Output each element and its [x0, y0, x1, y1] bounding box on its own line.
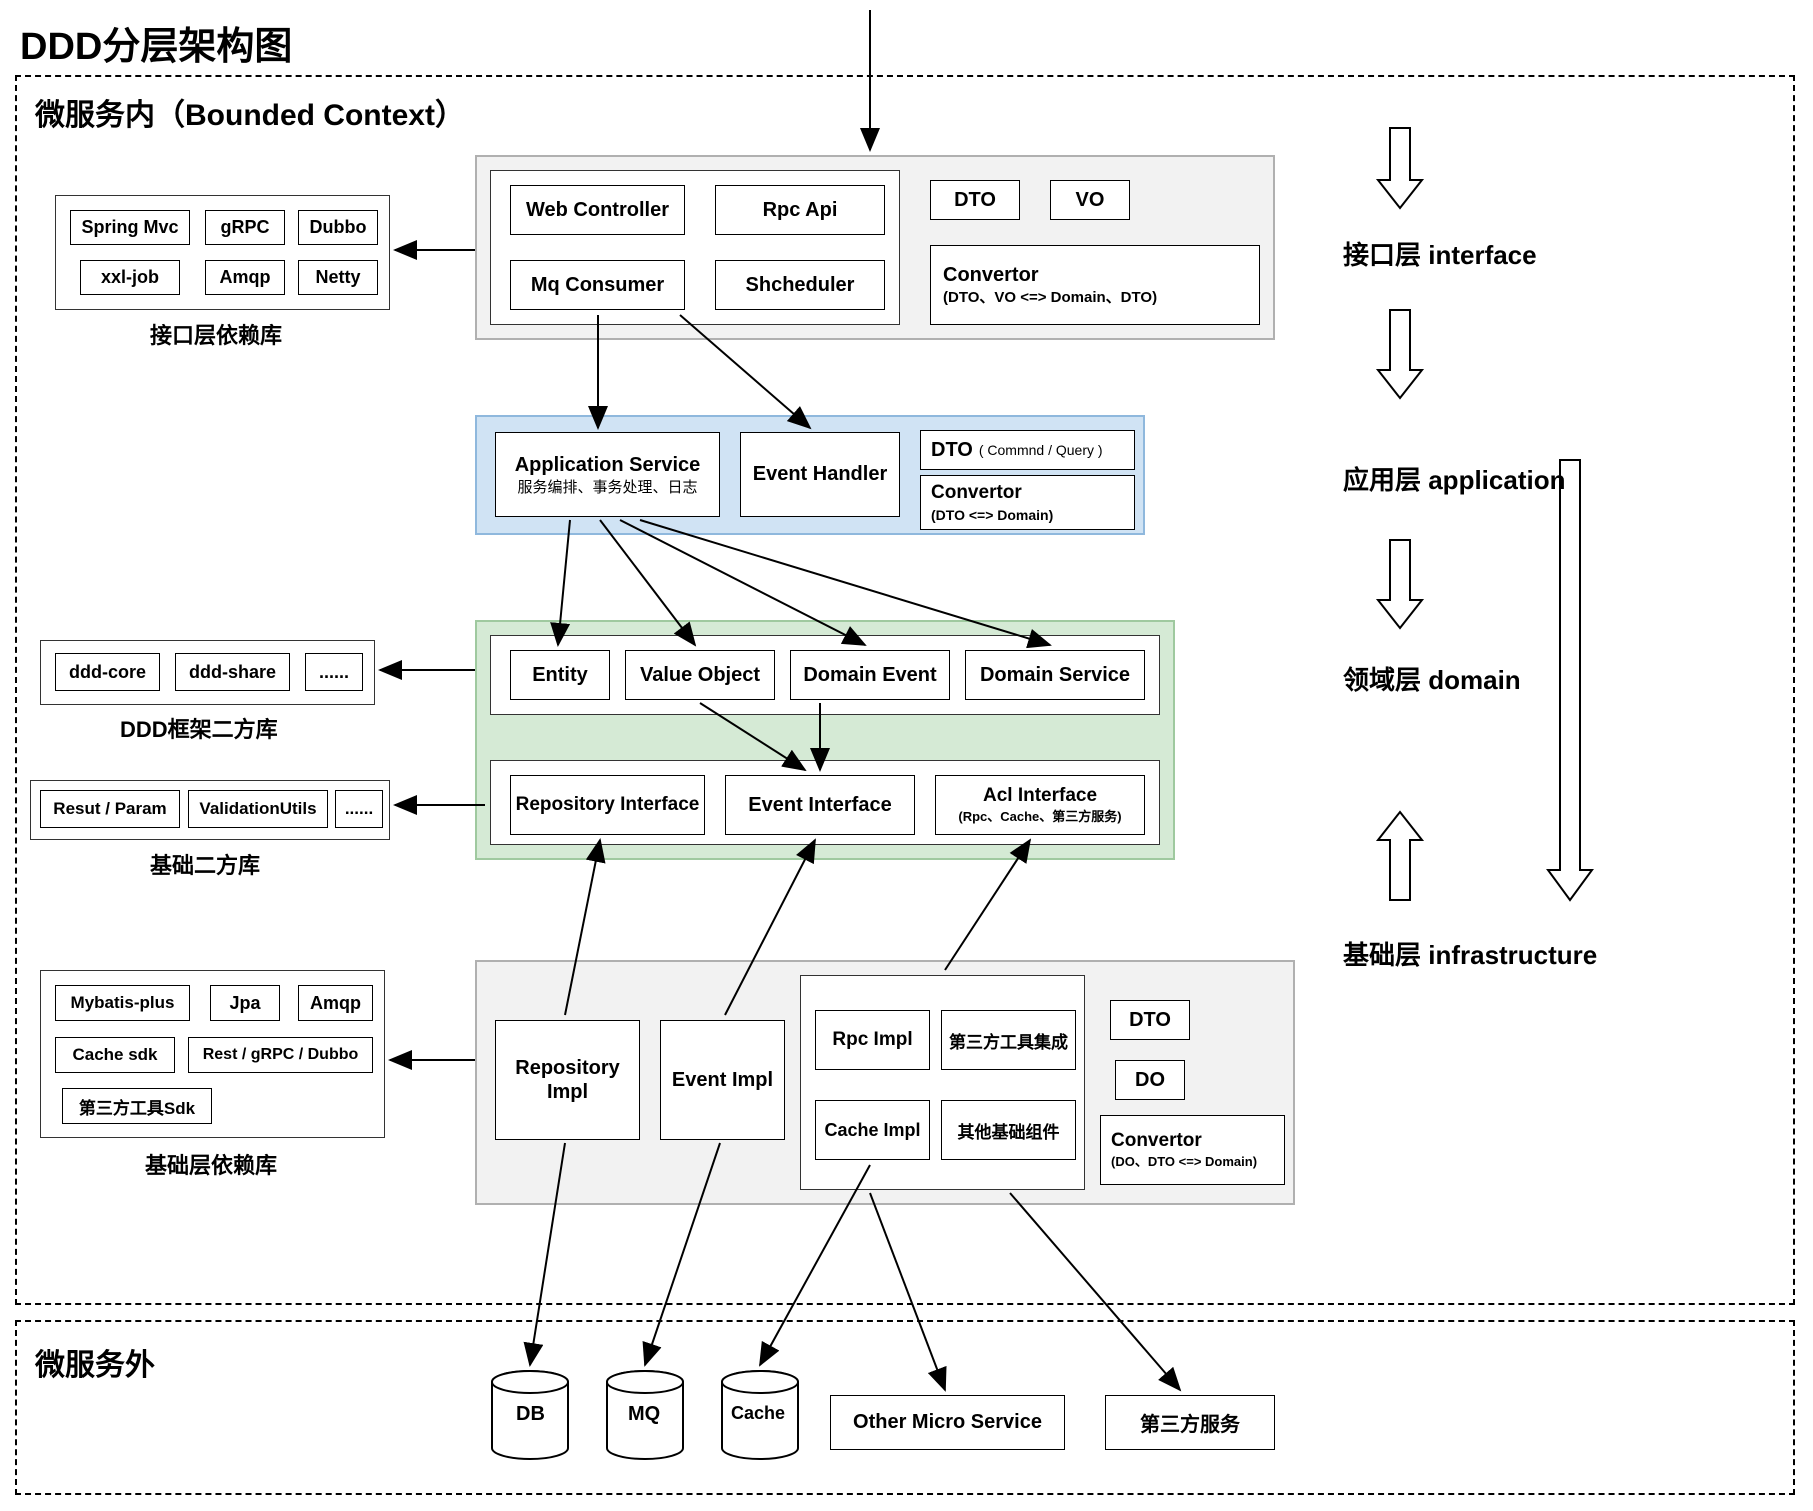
- infra-convertor-box: Convertor (DO、DTO <=> Domain): [1100, 1115, 1285, 1185]
- repo-interface-label: Repository Interface: [516, 794, 700, 816]
- main-title: DDD分层架构图: [20, 15, 292, 70]
- infra-dto-box: DTO: [1110, 1000, 1190, 1040]
- jpa-box: Jpa: [210, 985, 280, 1021]
- db-label: DB: [516, 1403, 545, 1426]
- ddd-framework-label: DDD框架二方库: [120, 712, 278, 744]
- infra-lib-label: 基础层依赖库: [145, 1148, 277, 1180]
- repo-impl-label: Repository Impl: [500, 1056, 635, 1104]
- app-convertor-sub: (DTO <=> Domain): [931, 506, 1053, 524]
- ddd-more-box: ......: [305, 653, 363, 691]
- mq-consumer-box: Mq Consumer: [510, 260, 685, 310]
- dubbo-box: Dubbo: [298, 210, 378, 245]
- repository-impl-box: Repository Impl: [495, 1020, 640, 1140]
- acl-interface-box: Acl Interface (Rpc、Cache、第三方服务): [935, 775, 1145, 835]
- ddd-share-box: ddd-share: [175, 653, 290, 691]
- third-party-box: 第三方服务: [1105, 1395, 1275, 1450]
- repository-interface-box: Repository Interface: [510, 775, 705, 835]
- amqp-box: Amqp: [205, 260, 285, 295]
- ddd-core-box: ddd-core: [55, 653, 160, 691]
- acl-interface-label: Acl Interface: [983, 784, 1097, 809]
- interface-convertor-box: Convertor (DTO、VO <=> Domain、DTO): [930, 245, 1260, 325]
- interface-dto-box: DTO: [930, 180, 1020, 220]
- entity-box: Entity: [510, 650, 610, 700]
- cache-impl-box: Cache Impl: [815, 1100, 930, 1160]
- base-more-box: ......: [335, 790, 383, 828]
- result-param-box: Resut / Param: [40, 790, 180, 828]
- interface-convertor-label: Convertor: [943, 262, 1039, 288]
- base-lib-label: 基础二方库: [150, 848, 260, 880]
- infra-do-box: DO: [1115, 1060, 1185, 1100]
- mybatis-plus-box: Mybatis-plus: [55, 985, 190, 1021]
- grpc-box: gRPC: [205, 210, 285, 245]
- infrastructure-layer-label: 基础层 infrastructure: [1343, 935, 1597, 972]
- infra-convertor-sub: (DO、DTO <=> Domain): [1111, 1154, 1257, 1171]
- web-controller-box: Web Controller: [510, 185, 685, 235]
- rpc-impl-box: Rpc Impl: [815, 1010, 930, 1070]
- app-service-box: Application Service 服务编排、事务处理、日志: [495, 432, 720, 517]
- interface-lib-label: 接口层依赖库: [150, 318, 282, 350]
- third-party-integration-box: 第三方工具集成: [941, 1010, 1076, 1070]
- app-dto-box: DTO ( Commnd / Query ): [920, 430, 1135, 470]
- rpc-api-box: Rpc Api: [715, 185, 885, 235]
- event-interface-box: Event Interface: [725, 775, 915, 835]
- interface-vo-box: VO: [1050, 180, 1130, 220]
- rest-grpc-dubbo-box: Rest / gRPC / Dubbo: [188, 1037, 373, 1073]
- netty-box: Netty: [298, 260, 378, 295]
- mq-label: MQ: [628, 1403, 660, 1426]
- event-handler-box: Event Handler: [740, 432, 900, 517]
- app-dto-sub: ( Commnd / Query ): [979, 442, 1103, 458]
- app-service-sub: 服务编排、事务处理、日志: [517, 478, 697, 498]
- xxljob-box: xxl-job: [80, 260, 180, 295]
- domain-service-box: Domain Service: [965, 650, 1145, 700]
- event-impl-box: Event Impl: [660, 1020, 785, 1140]
- app-dto-label: DTO: [931, 439, 973, 462]
- spring-mvc-box: Spring Mvc: [70, 210, 190, 245]
- application-layer-label: 应用层 application: [1343, 460, 1565, 497]
- third-party-sdk-box: 第三方工具Sdk: [62, 1088, 212, 1124]
- validation-utils-box: ValidationUtils: [188, 790, 328, 828]
- other-micro-box: Other Micro Service: [830, 1395, 1065, 1450]
- scheduler-box: Shcheduler: [715, 260, 885, 310]
- domain-event-box: Domain Event: [790, 650, 950, 700]
- cache-label: Cache: [731, 1403, 785, 1424]
- section-outside-label: 微服务外: [35, 1340, 155, 1384]
- infra-amqp-box: Amqp: [298, 985, 373, 1021]
- app-service-label: Application Service: [515, 452, 701, 478]
- value-object-box: Value Object: [625, 650, 775, 700]
- other-components-box: 其他基础组件: [941, 1100, 1076, 1160]
- interface-layer-label: 接口层 interface: [1343, 235, 1537, 272]
- acl-interface-sub: (Rpc、Cache、第三方服务): [958, 809, 1121, 826]
- section-inside-label: 微服务内（Bounded Context）: [35, 90, 465, 134]
- interface-convertor-sub: (DTO、VO <=> Domain、DTO): [943, 288, 1157, 308]
- infra-convertor-label: Convertor: [1111, 1129, 1202, 1154]
- domain-layer-label: 领域层 domain: [1343, 660, 1521, 697]
- cache-sdk-box: Cache sdk: [55, 1037, 175, 1073]
- app-convertor-label: Convertor: [931, 481, 1022, 506]
- app-convertor-box: Convertor (DTO <=> Domain): [920, 475, 1135, 530]
